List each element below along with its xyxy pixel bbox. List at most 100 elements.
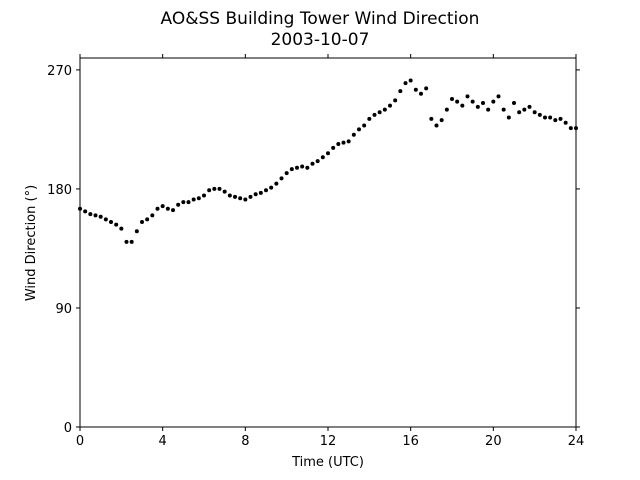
data-point <box>517 110 522 115</box>
data-point <box>320 155 325 160</box>
data-point <box>512 100 516 105</box>
data-point <box>88 212 93 217</box>
data-point <box>145 217 150 222</box>
data-point <box>393 98 398 103</box>
data-point <box>491 99 496 104</box>
data-point <box>284 171 289 176</box>
data-point <box>160 204 165 209</box>
data-point <box>134 229 139 234</box>
data-point <box>413 87 418 92</box>
data-point <box>434 123 439 128</box>
chart-title: AO&SS Building Tower Wind Direction <box>161 9 480 29</box>
data-point <box>78 206 82 211</box>
data-point <box>388 103 392 108</box>
data-point <box>501 107 506 112</box>
data-point <box>465 94 470 99</box>
y-tick-label: 270 <box>47 64 72 79</box>
data-point <box>341 140 346 145</box>
data-point <box>217 186 222 191</box>
data-point <box>439 118 444 123</box>
data-point <box>300 164 305 169</box>
data-point <box>114 222 119 227</box>
y-tick-label: 90 <box>55 302 72 317</box>
data-point <box>398 89 403 94</box>
data-point <box>109 220 113 224</box>
data-point <box>486 107 491 112</box>
data-point <box>119 226 124 231</box>
data-point <box>444 107 449 112</box>
data-point <box>176 202 181 207</box>
data-point <box>357 127 361 132</box>
data-point <box>481 100 485 105</box>
data-point <box>460 103 465 108</box>
data-point <box>264 188 268 193</box>
data-point <box>150 213 155 218</box>
data-point <box>196 196 201 201</box>
data-point <box>165 206 170 211</box>
data-point <box>258 190 263 195</box>
data-point <box>377 110 382 115</box>
data-point <box>346 139 351 144</box>
y-tick-label: 0 <box>64 421 72 436</box>
data-point <box>475 104 480 109</box>
data-point <box>496 94 501 99</box>
data-point <box>253 192 258 197</box>
data-point <box>527 104 532 109</box>
data-point <box>367 116 372 121</box>
data-point <box>362 123 367 128</box>
y-tick-label: 180 <box>47 183 72 198</box>
data-point <box>243 197 248 202</box>
data-point <box>424 86 429 91</box>
data-point <box>408 78 413 83</box>
data-point <box>382 107 387 112</box>
data-point <box>548 115 553 120</box>
data-point <box>506 115 511 120</box>
data-point <box>186 200 191 205</box>
data-point <box>181 200 186 205</box>
data-point <box>351 132 356 137</box>
data-point <box>83 209 88 214</box>
x-tick-label: 12 <box>320 434 337 449</box>
data-point <box>233 194 237 199</box>
data-point <box>129 239 134 244</box>
data-point <box>227 193 232 198</box>
data-point <box>155 206 160 211</box>
x-tick-label: 8 <box>241 434 249 449</box>
data-point <box>543 115 547 120</box>
data-point <box>336 141 341 146</box>
data-point <box>171 208 175 213</box>
data-point <box>295 165 299 170</box>
data-point <box>558 116 563 121</box>
data-point <box>537 112 542 117</box>
data-point <box>93 213 98 218</box>
data-point <box>248 194 253 199</box>
data-point <box>522 107 527 112</box>
data-point <box>563 120 568 125</box>
y-axis-label: Wind Direction (°) <box>24 185 39 301</box>
data-point <box>568 126 573 131</box>
data-point <box>269 185 274 190</box>
data-point <box>403 81 408 86</box>
data-point <box>331 145 336 150</box>
data-point <box>274 181 279 186</box>
data-point <box>574 126 578 131</box>
data-point <box>279 176 284 181</box>
data-point <box>429 116 434 121</box>
data-point <box>419 91 423 96</box>
data-point <box>305 165 310 170</box>
data-point <box>326 151 330 156</box>
data-point <box>532 110 537 115</box>
data-point <box>103 217 108 222</box>
x-tick-label: 4 <box>159 434 167 449</box>
data-point <box>310 161 315 166</box>
x-axis-label: Time (UTC) <box>291 455 364 470</box>
x-tick-label: 24 <box>568 434 585 449</box>
data-point <box>202 193 206 198</box>
data-point <box>470 99 475 104</box>
data-point <box>372 112 377 117</box>
data-point <box>553 118 558 123</box>
data-point <box>455 99 460 104</box>
data-point <box>207 188 212 193</box>
